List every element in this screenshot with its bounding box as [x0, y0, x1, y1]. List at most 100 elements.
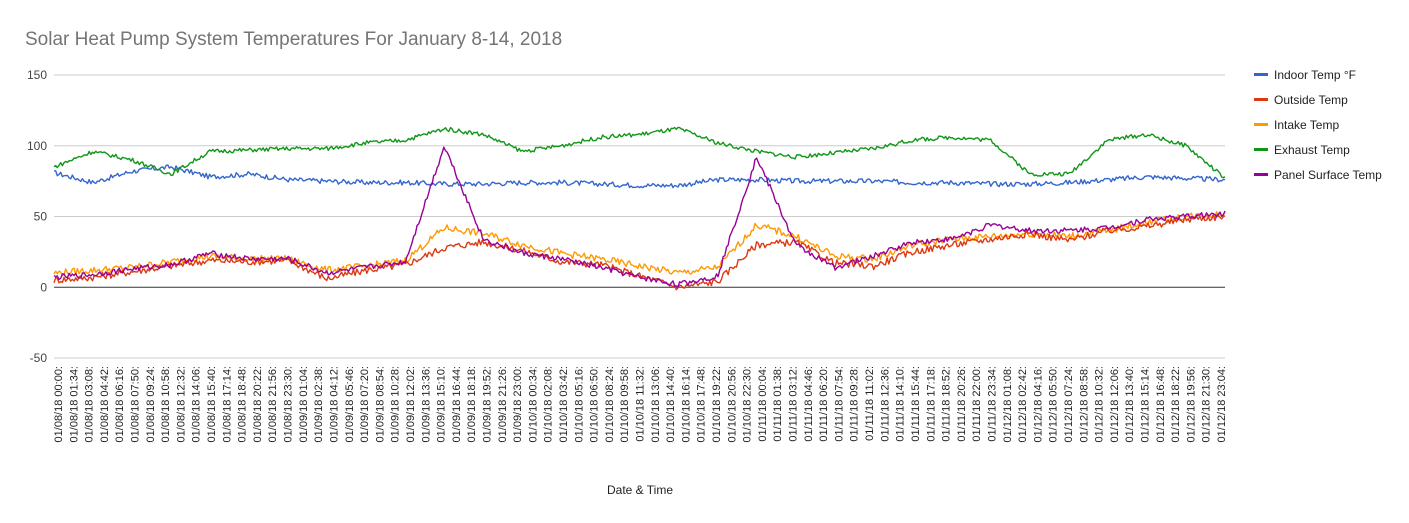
- x-tick-label: 01/10/18 20:56:: [726, 366, 738, 442]
- x-tick-label: 01/10/18 11:32:: [635, 366, 647, 442]
- series-line-1: [53, 214, 1226, 291]
- x-tick-label: 01/08/18 12:32:: [175, 366, 187, 442]
- x-tick-label: 01/11/18 23:34:: [987, 366, 999, 442]
- x-tick-label: 01/09/18 05:46:: [344, 366, 356, 442]
- x-axis-label: Date & Time: [607, 483, 673, 497]
- y-tick-label: 150: [27, 68, 47, 82]
- x-tick-label: 01/12/18 16:48:: [1155, 366, 1167, 442]
- series-line-3: [53, 126, 1226, 179]
- x-tick-label: 01/10/18 02:08:: [543, 366, 555, 442]
- x-tick-label: 01/08/18 23:30:: [283, 366, 295, 442]
- x-tick-label: 01/11/18 20:26:: [956, 366, 968, 442]
- series-line-0: [53, 164, 1226, 189]
- y-tick-label: -50: [30, 351, 48, 365]
- x-tick-label: 01/08/18 09:24:: [145, 366, 157, 442]
- x-tick-label: 01/12/18 19:56:: [1185, 366, 1197, 442]
- x-tick-label: 01/10/18 03:42:: [558, 366, 570, 442]
- x-tick-label: 01/12/18 18:22:: [1170, 366, 1182, 442]
- legend-label: Intake Temp: [1274, 118, 1339, 132]
- x-tick-label: 01/08/18 07:50:: [130, 366, 142, 442]
- x-tick-label: 01/09/18 18:18:: [466, 366, 478, 442]
- legend-label: Panel Surface Temp: [1274, 168, 1382, 182]
- x-tick-label: 01/12/18 01:08:: [1002, 366, 1014, 442]
- y-tick-label: 50: [34, 210, 48, 224]
- x-axis-ticks: 01/08/18 00:00: 01/08/18 01:34: 01/08/18 0…: [53, 366, 1228, 442]
- x-tick-label: 01/12/18 07:24:: [1063, 366, 1075, 442]
- series-line-4: [53, 146, 1226, 288]
- x-tick-label: 01/09/18 12:02:: [405, 366, 417, 442]
- x-tick-label: 01/11/18 12:36:: [879, 366, 891, 442]
- x-tick-label: 01/09/18 19:52:: [482, 366, 494, 442]
- x-tick-label: 01/08/18 03:08:: [84, 366, 96, 442]
- x-tick-label: 01/10/18 00:34:: [527, 366, 539, 442]
- x-tick-label: 01/11/18 15:44:: [910, 366, 922, 442]
- x-tick-label: 01/12/18 04:16:: [1032, 366, 1044, 442]
- x-tick-label: 01/11/18 03:12:: [788, 366, 800, 442]
- x-tick-label: 01/09/18 15:10:: [436, 366, 448, 442]
- x-tick-label: 01/10/18 09:58:: [619, 366, 631, 442]
- x-tick-label: 01/09/18 08:54:: [374, 366, 386, 442]
- x-tick-label: 01/12/18 05:50:: [1048, 366, 1060, 442]
- x-tick-label: 01/09/18 02:38:: [313, 366, 325, 442]
- x-tick-label: 01/12/18 10:32:: [1094, 366, 1106, 442]
- legend-swatch: [1254, 98, 1268, 101]
- x-tick-label: 01/08/18 10:58:: [160, 366, 172, 442]
- x-tick-label: 01/10/18 05:16:: [573, 366, 585, 442]
- x-tick-label: 01/11/18 14:10:: [895, 366, 907, 442]
- x-tick-label: 01/09/18 07:20:: [359, 366, 371, 442]
- x-tick-label: 01/08/18 18:48:: [237, 366, 249, 442]
- y-tick-label: 0: [40, 280, 47, 294]
- x-tick-label: 01/08/18 01:34:: [68, 366, 80, 442]
- x-tick-label: 01/09/18 04:12:: [328, 366, 340, 442]
- x-tick-label: 01/12/18 13:40:: [1124, 366, 1136, 442]
- x-tick-label: 01/10/18 06:50:: [589, 366, 601, 442]
- x-tick-label: 01/09/18 21:26:: [497, 366, 509, 442]
- x-tick-label: 01/08/18 21:56:: [267, 366, 279, 442]
- series-line-2: [53, 211, 1226, 277]
- legend-swatch: [1254, 73, 1268, 76]
- x-tick-label: 01/11/18 01:38:: [772, 366, 784, 442]
- legend-label: Indoor Temp °F: [1274, 68, 1356, 82]
- x-tick-label: 01/08/18 06:16:: [114, 366, 126, 442]
- x-tick-label: 01/10/18 19:22:: [711, 366, 723, 442]
- x-tick-label: 01/11/18 00:04:: [757, 366, 769, 442]
- legend-label: Exhaust Temp: [1274, 143, 1350, 157]
- x-tick-label: 01/08/18 20:22:: [252, 366, 264, 442]
- x-tick-label: 01/10/18 08:24:: [604, 366, 616, 442]
- x-tick-label: 01/12/18 21:30:: [1201, 366, 1213, 442]
- x-tick-label: 01/11/18 09:28:: [849, 366, 861, 442]
- legend-swatch: [1254, 148, 1268, 151]
- x-tick-label: 01/08/18 17:14:: [221, 366, 233, 442]
- x-tick-label: 01/12/18 23:04:: [1216, 366, 1228, 442]
- x-tick-label: 01/11/18 18:52:: [941, 366, 953, 442]
- x-tick-label: 01/08/18 15:40:: [206, 366, 218, 442]
- x-tick-label: 01/09/18 01:04:: [298, 366, 310, 442]
- x-tick-label: 01/10/18 14:40:: [665, 366, 677, 442]
- x-tick-label: 01/10/18 22:30:: [742, 366, 754, 442]
- y-tick-label: 100: [27, 139, 47, 153]
- x-tick-label: 01/11/18 22:00:: [971, 366, 983, 442]
- x-tick-label: 01/10/18 17:48:: [696, 366, 708, 442]
- x-tick-label: 01/11/18 11:02:: [864, 366, 876, 441]
- y-axis-ticks: -50 0 50 100 150: [27, 68, 47, 365]
- x-tick-label: 01/08/18 14:06:: [191, 366, 203, 442]
- x-tick-label: 01/08/18 00:00:: [53, 366, 65, 442]
- legend-swatch: [1254, 123, 1268, 126]
- legend-label: Outside Temp: [1274, 93, 1348, 107]
- x-tick-label: 01/08/18 04:42:: [99, 366, 111, 442]
- x-tick-label: 01/12/18 02:42:: [1017, 366, 1029, 442]
- x-tick-label: 01/10/18 13:06:: [650, 366, 662, 442]
- x-tick-label: 01/12/18 08:58:: [1078, 366, 1090, 442]
- chart-title: Solar Heat Pump System Temperatures For …: [25, 29, 562, 50]
- x-tick-label: 01/12/18 12:06:: [1109, 366, 1121, 442]
- series-lines: [53, 126, 1226, 291]
- x-tick-label: 01/11/18 04:46:: [803, 366, 815, 442]
- x-tick-label: 01/09/18 10:28:: [390, 366, 402, 442]
- x-tick-label: 01/09/18 23:00:: [512, 366, 524, 442]
- x-tick-label: 01/09/18 13:36:: [420, 366, 432, 442]
- legend-swatch: [1254, 173, 1268, 176]
- gridlines: [54, 74, 1225, 359]
- x-tick-label: 01/11/18 06:20:: [818, 366, 830, 442]
- x-tick-label: 01/11/18 07:54:: [833, 366, 845, 442]
